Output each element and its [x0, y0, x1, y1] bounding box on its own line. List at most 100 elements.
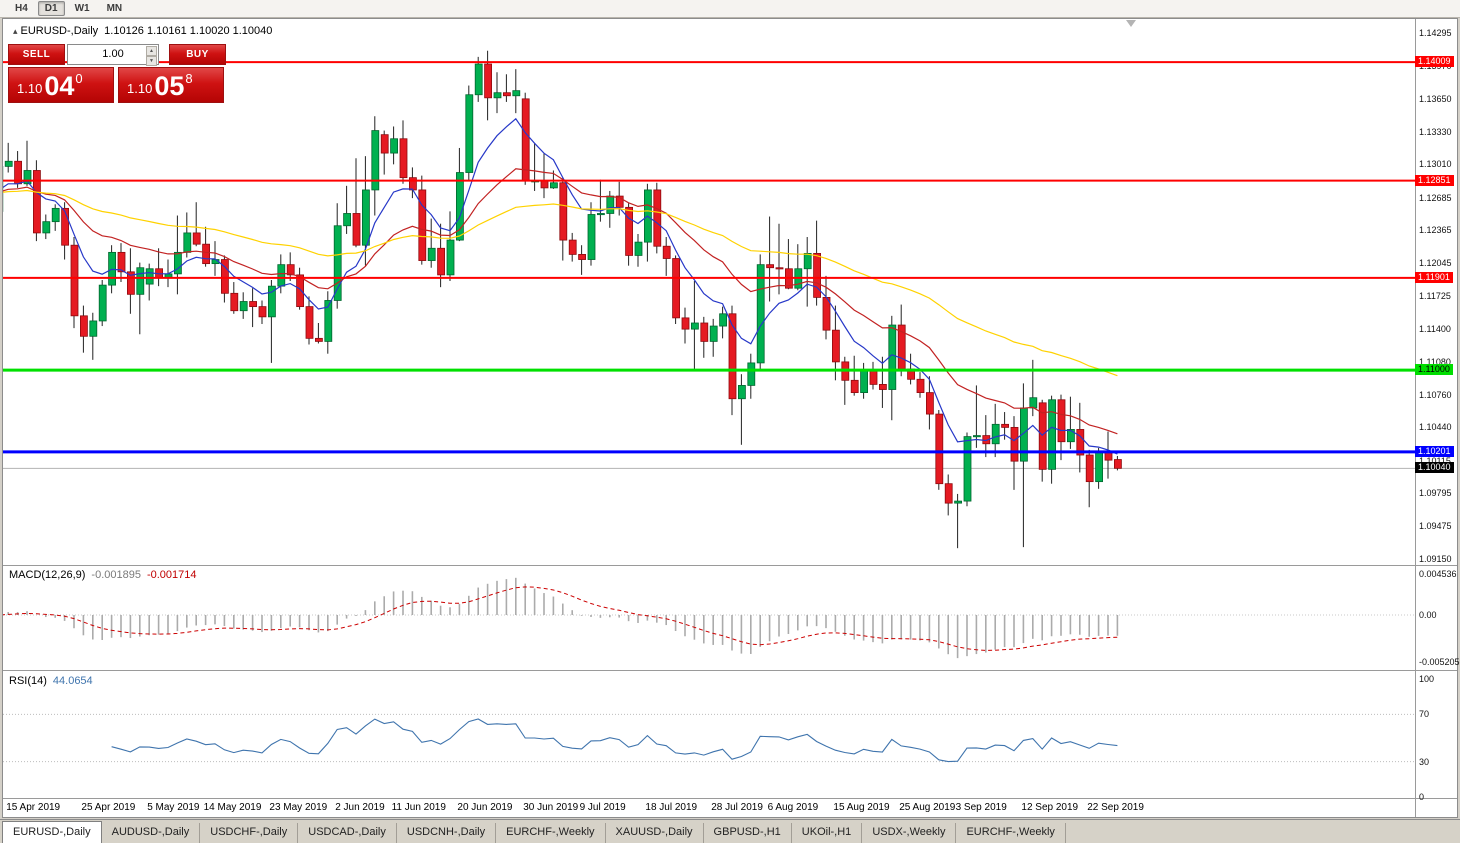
date-axis-label: 12 Sep 2019 [1021, 802, 1079, 813]
candle-body [343, 213, 352, 227]
macd-name: MACD(12,26,9) [9, 569, 86, 581]
candle-body [474, 63, 483, 96]
candle-body [1076, 429, 1085, 456]
sell-price-display[interactable]: 1.10 04 0 [8, 67, 114, 103]
candle-body [1057, 399, 1066, 443]
date-axis-label: 3 Sep 2019 [955, 802, 1007, 813]
macd-value-2: -0.001714 [146, 569, 197, 581]
chart-tab-eurchf-weekly[interactable]: EURCHF-,Weekly [956, 823, 1066, 843]
candle-body [963, 436, 972, 502]
candle-body [944, 483, 953, 504]
candle-body [653, 189, 662, 247]
chart-tab-gbpusd-h1[interactable]: GBPUSD-,H1 [704, 823, 792, 843]
timeframe-button-mn[interactable]: MN [106, 3, 123, 14]
candle-body [954, 500, 962, 504]
candle-body [230, 292, 239, 312]
buy-price-display[interactable]: 1.10 05 8 [118, 67, 224, 103]
volume-value: 1.00 [102, 48, 124, 60]
panel-collapse-icon[interactable]: ▴ [13, 26, 18, 36]
candle-body [390, 138, 399, 154]
candle-body [305, 306, 314, 339]
rsi-indicator-label: RSI(14) 44.0654 [9, 675, 93, 687]
candle-body [249, 301, 258, 308]
candle-body [832, 329, 840, 363]
one-click-trading-panel: SELL 1.00 ▲ ▼ BUY 1.10 04 0 1.10 05 8 [8, 44, 226, 103]
candle-body [578, 254, 586, 260]
rsi-name: RSI(14) [9, 675, 47, 687]
candle-body [202, 243, 211, 265]
candle-body [766, 264, 774, 269]
candle-body [850, 379, 859, 393]
candle-body [333, 225, 342, 301]
candle-body [935, 413, 944, 485]
candle-body [926, 392, 934, 415]
time-scale[interactable]: 15 Apr 2019 25 Apr 2019 5 May 2019 14 May 2… [3, 799, 1415, 817]
candle-body [1085, 454, 1094, 483]
candle-body [512, 90, 521, 97]
sell-button[interactable]: SELL [8, 44, 65, 65]
candle-body [4, 160, 13, 167]
ma-8-line [3, 117, 1118, 455]
macd-histogram-layer [7, 577, 1119, 659]
candle-body [408, 177, 417, 191]
timeframe-button-h4[interactable]: H4 [15, 3, 28, 14]
candle-body [1010, 426, 1019, 462]
sell-price-sup: 0 [75, 71, 83, 86]
candle-body [493, 92, 502, 99]
chart-tab-xauusd-daily[interactable]: XAUUSD-,Daily [606, 823, 704, 843]
candle-body [127, 271, 135, 295]
buy-price-sup: 8 [185, 71, 193, 86]
chart-tab-eurusd-daily[interactable]: EURUSD-,Daily [2, 821, 102, 843]
candle-body [502, 92, 511, 97]
candle-body [192, 232, 201, 245]
candle-body [775, 267, 784, 270]
candle-body [484, 63, 493, 99]
volume-spinner[interactable]: ▲ ▼ [146, 46, 157, 66]
chart-tab-audusd-daily[interactable]: AUDUSD-,Daily [102, 823, 201, 843]
volume-field[interactable]: 1.00 ▲ ▼ [67, 44, 159, 66]
chart-tab-eurchf-weekly[interactable]: EURCHF-,Weekly [496, 823, 606, 843]
chart-tab-usdcnh-daily[interactable]: USDCNH-,Daily [397, 823, 497, 843]
candle-body [521, 98, 530, 182]
candle-body [540, 180, 549, 189]
candles-layer[interactable] [3, 50, 1122, 549]
ohlc-readout: 1.10126 1.10161 1.10020 1.10040 [104, 25, 273, 37]
spinner-up-icon[interactable]: ▲ [146, 46, 157, 56]
candle-body [1067, 429, 1075, 443]
chart-plot-area[interactable] [3, 19, 1457, 817]
candle-body [446, 239, 455, 276]
date-axis-label: 23 May 2019 [269, 802, 328, 813]
candle-body [418, 189, 427, 261]
candle-body [973, 435, 981, 438]
candle-body [1048, 399, 1056, 470]
buy-price-main: 1.10 [127, 81, 153, 96]
buy-button[interactable]: BUY [169, 44, 226, 65]
timeframe-button-d1[interactable]: D1 [37, 1, 65, 16]
chart-tab-usdx-weekly[interactable]: USDX-,Weekly [862, 823, 957, 843]
candle-body [1029, 397, 1038, 409]
candle-body [860, 369, 868, 393]
chart-shift-marker-icon[interactable] [1126, 20, 1136, 27]
hline-objects-layer[interactable] [3, 61, 1415, 454]
timeframe-button-w1[interactable]: W1 [74, 3, 90, 14]
candle-body [869, 369, 878, 385]
date-axis-label: 28 Jul 2019 [711, 802, 763, 813]
candle-body [437, 247, 446, 276]
candle-body [1038, 402, 1047, 470]
spinner-down-icon[interactable]: ▼ [146, 56, 157, 66]
moving-averages-layer [3, 117, 1118, 455]
macd-signal-line [3, 586, 1118, 651]
candle-body [813, 252, 821, 298]
sell-price-main: 1.10 [17, 81, 43, 96]
rsi-value: 44.0654 [52, 675, 93, 687]
chart-tab-usdcad-daily[interactable]: USDCAD-,Daily [298, 823, 397, 843]
chart-tab-ukoil-h1[interactable]: UKOil-,H1 [792, 823, 863, 843]
date-axis-label: 6 Aug 2019 [767, 802, 819, 813]
candle-body [286, 264, 295, 276]
candle-body [61, 207, 69, 246]
candle-body [672, 258, 680, 319]
date-axis-label: 25 Apr 2019 [81, 802, 136, 813]
chart-tab-usdchf-daily[interactable]: USDCHF-,Daily [200, 823, 299, 843]
candle-body [277, 264, 286, 287]
candle-body [550, 182, 558, 189]
